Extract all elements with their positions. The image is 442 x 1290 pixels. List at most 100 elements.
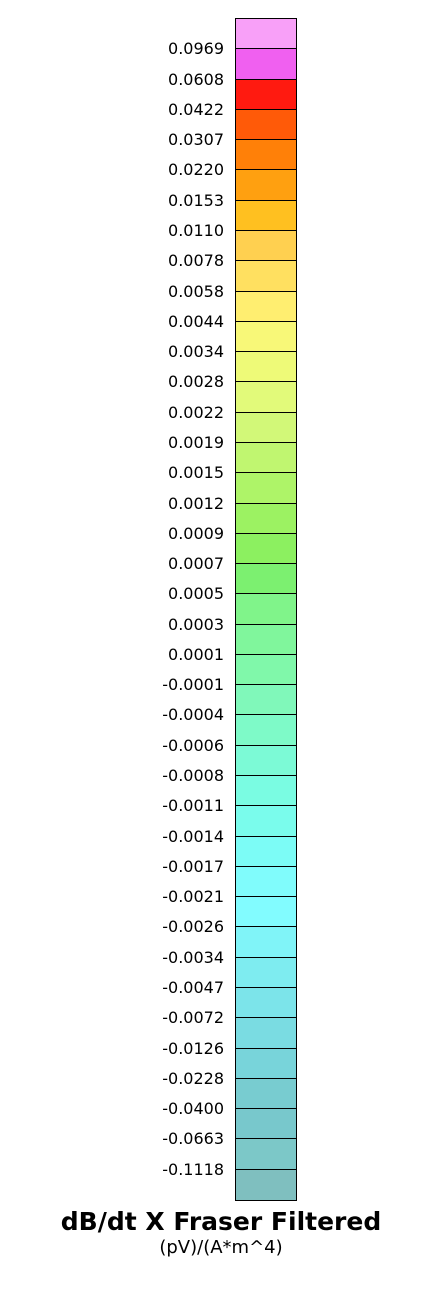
color-boundary-line bbox=[236, 654, 296, 655]
color-boundary-line bbox=[236, 79, 296, 80]
color-boundary-line bbox=[236, 381, 296, 382]
color-boundary-line bbox=[236, 169, 296, 170]
tick-label: 0.0220 bbox=[168, 160, 224, 179]
tick-label: -0.0008 bbox=[162, 766, 224, 785]
color-swatch bbox=[236, 625, 296, 655]
color-swatch bbox=[236, 1109, 296, 1139]
color-boundary-line bbox=[236, 987, 296, 988]
color-boundary-line bbox=[236, 1108, 296, 1109]
color-boundary-line bbox=[236, 836, 296, 837]
color-boundary-line bbox=[236, 1138, 296, 1139]
color-boundary-line bbox=[236, 503, 296, 504]
color-swatch bbox=[236, 231, 296, 261]
color-swatch bbox=[236, 534, 296, 564]
tick-label: 0.0044 bbox=[168, 312, 224, 331]
color-swatch bbox=[236, 352, 296, 382]
color-boundary-line bbox=[236, 563, 296, 564]
tick-label: -0.0017 bbox=[162, 857, 224, 876]
color-boundary-line bbox=[236, 745, 296, 746]
color-swatch bbox=[236, 806, 296, 837]
tick-label: -0.0014 bbox=[162, 827, 224, 846]
tick-label: 0.0012 bbox=[168, 494, 224, 513]
color-swatch bbox=[236, 594, 296, 625]
tick-label: -0.0021 bbox=[162, 887, 224, 906]
color-swatch bbox=[236, 746, 296, 776]
color-swatch bbox=[236, 776, 296, 806]
tick-label: 0.0608 bbox=[168, 70, 224, 89]
tick-label: 0.0078 bbox=[168, 251, 224, 270]
tick-label: -0.1118 bbox=[162, 1160, 224, 1179]
color-boundary-line bbox=[236, 866, 296, 867]
tick-label: 0.0034 bbox=[168, 342, 224, 361]
color-swatch bbox=[236, 292, 296, 322]
color-swatch bbox=[236, 867, 296, 897]
tick-label: 0.0058 bbox=[168, 282, 224, 301]
tick-label: 0.0009 bbox=[168, 524, 224, 543]
color-swatch bbox=[236, 201, 296, 231]
color-swatch bbox=[236, 1049, 296, 1079]
color-boundary-line bbox=[236, 200, 296, 201]
color-boundary-line bbox=[236, 533, 296, 534]
color-swatch bbox=[236, 1170, 296, 1200]
tick-label: 0.0003 bbox=[168, 615, 224, 634]
color-swatch bbox=[236, 473, 296, 504]
color-boundary-line bbox=[236, 896, 296, 897]
color-boundary-line bbox=[236, 109, 296, 110]
color-swatch bbox=[236, 504, 296, 534]
tick-label: 0.0019 bbox=[168, 433, 224, 452]
color-swatch bbox=[236, 443, 296, 473]
color-swatch bbox=[236, 110, 296, 140]
color-swatch bbox=[236, 655, 296, 685]
color-boundary-line bbox=[236, 1078, 296, 1079]
color-boundary-line bbox=[236, 593, 296, 594]
color-swatch bbox=[236, 322, 296, 352]
tick-label: -0.0006 bbox=[162, 736, 224, 755]
tick-label: -0.0663 bbox=[162, 1129, 224, 1148]
color-boundary-line bbox=[236, 412, 296, 413]
tick-label: -0.0034 bbox=[162, 948, 224, 967]
tick-label: 0.0001 bbox=[168, 645, 224, 664]
tick-label: 0.0005 bbox=[168, 584, 224, 603]
color-boundary-line bbox=[236, 684, 296, 685]
tick-label: 0.0110 bbox=[168, 221, 224, 240]
color-swatch bbox=[236, 1018, 296, 1049]
color-boundary-line bbox=[236, 1169, 296, 1170]
tick-label: 0.0153 bbox=[168, 191, 224, 210]
color-boundary-line bbox=[236, 139, 296, 140]
tick-label: -0.0001 bbox=[162, 675, 224, 694]
color-boundary-line bbox=[236, 260, 296, 261]
color-swatch bbox=[236, 80, 296, 110]
color-swatch bbox=[236, 49, 296, 80]
color-boundary-line bbox=[236, 775, 296, 776]
tick-label: -0.0011 bbox=[162, 796, 224, 815]
color-swatch bbox=[236, 958, 296, 988]
tick-label: -0.0004 bbox=[162, 705, 224, 724]
tick-label: 0.0422 bbox=[168, 100, 224, 119]
color-swatch bbox=[236, 1139, 296, 1170]
color-boundary-line bbox=[236, 351, 296, 352]
color-swatch bbox=[236, 140, 296, 170]
legend-title: dB/dt X Fraser Filtered bbox=[60, 1207, 382, 1236]
color-swatch bbox=[236, 927, 296, 958]
tick-label: 0.0969 bbox=[168, 39, 224, 58]
color-swatch bbox=[236, 170, 296, 201]
color-boundary-line bbox=[236, 1017, 296, 1018]
color-boundary-line bbox=[236, 442, 296, 443]
color-boundary-line bbox=[236, 321, 296, 322]
color-boundary-line bbox=[236, 805, 296, 806]
color-boundary-line bbox=[236, 714, 296, 715]
color-boundary-line bbox=[236, 957, 296, 958]
tick-label: 0.0015 bbox=[168, 463, 224, 482]
color-swatch bbox=[236, 413, 296, 443]
color-boundary-line bbox=[236, 48, 296, 49]
color-boundary-line bbox=[236, 230, 296, 231]
color-boundary-line bbox=[236, 291, 296, 292]
tick-label: 0.0007 bbox=[168, 554, 224, 573]
color-swatch bbox=[236, 837, 296, 867]
tick-label: 0.0028 bbox=[168, 372, 224, 391]
color-swatch bbox=[236, 564, 296, 594]
tick-label: -0.0026 bbox=[162, 917, 224, 936]
color-swatch bbox=[236, 382, 296, 413]
tick-label: -0.0400 bbox=[162, 1099, 224, 1118]
